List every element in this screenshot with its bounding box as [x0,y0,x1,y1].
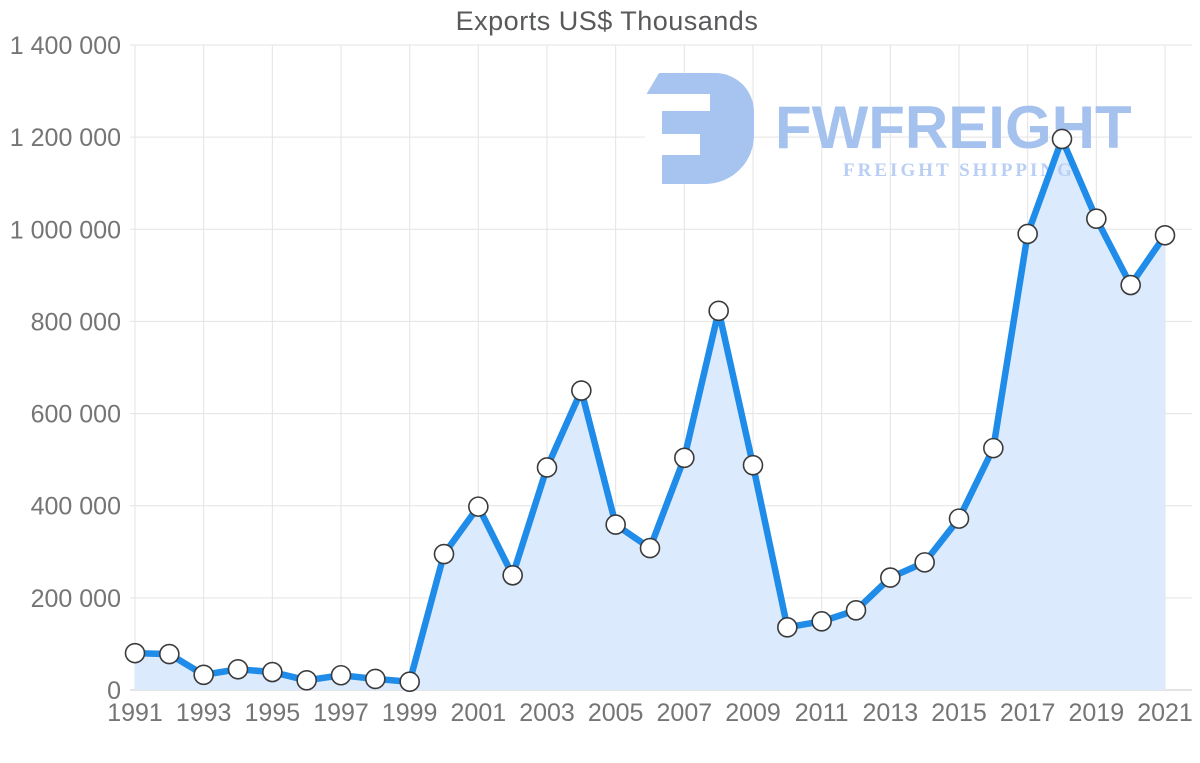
data-point-1996[interactable] [296,670,317,691]
x-tick-label: 1999 [382,699,438,727]
data-point-1998[interactable] [365,668,386,690]
data-point-2019[interactable] [1086,208,1107,229]
data-point-2006[interactable] [639,537,661,559]
y-tick-label: 1 200 000 [10,124,121,152]
y-tick-label: 0 [107,677,121,705]
data-point-2003[interactable] [536,457,558,478]
data-point-2016[interactable] [983,437,1004,459]
data-point-2020[interactable] [1120,274,1141,296]
x-tick-label: 2019 [1069,699,1125,727]
data-point-2000[interactable] [433,543,455,565]
data-point-2014[interactable] [914,552,935,573]
x-tick-label: 2011 [795,699,849,727]
data-point-1999[interactable] [399,671,420,693]
x-tick-label: 1993 [176,699,232,727]
watermark-text: FWFREIGHT FREIGHT SHIPPING [775,72,1143,182]
x-tick-label: 2001 [451,699,507,727]
data-point-1993[interactable] [193,664,214,686]
data-point-2005[interactable] [605,514,626,535]
data-point-1995[interactable] [262,661,283,683]
y-tick-label: 1 400 000 [10,32,121,60]
data-point-2010[interactable] [777,617,798,638]
area-fill [135,138,1165,690]
data-point-1991[interactable] [124,642,146,664]
fwfreight-logo-icon [645,73,754,184]
data-point-2021[interactable] [1154,224,1176,246]
data-point-2007[interactable] [674,447,695,469]
watermark-brand: FWFREIGHT [775,94,1132,161]
data-point-2009[interactable] [742,454,764,476]
x-tick-label: 1995 [245,699,301,727]
y-tick-label: 200 000 [31,585,121,613]
data-point-2018[interactable] [1051,128,1073,150]
x-tick-label: 2015 [931,699,987,727]
chart-title: Exports US$ Thousands [455,6,759,36]
data-point-2015[interactable] [948,508,970,529]
data-point-2013[interactable] [880,567,901,588]
x-tick-label: 2005 [588,699,644,727]
y-tick-label: 1 000 000 [10,216,121,244]
data-point-2008[interactable] [708,300,729,322]
x-tick-label: 2021 [1137,699,1193,727]
y-tick-label: 600 000 [31,401,121,429]
data-point-2012[interactable] [845,599,867,621]
data-point-1997[interactable] [330,664,352,686]
y-tick-label: 800 000 [31,308,121,336]
watermark-tagline: FREIGHT SHIPPING [843,160,1075,181]
watermark: FWFREIGHT FREIGHT SHIPPING [645,72,1143,186]
x-tick-label: 1997 [313,699,369,727]
data-point-2011[interactable] [811,611,832,632]
data-point-1994[interactable] [227,658,249,680]
x-tick-label: 1991 [107,699,163,727]
data-point-1992[interactable] [159,643,180,665]
x-tick-label: 2009 [725,699,781,727]
x-tick-label: 2013 [863,699,919,727]
data-point-2001[interactable] [468,496,489,517]
data-point-2017[interactable] [1017,223,1038,245]
x-tick-label: 2017 [1000,699,1056,727]
data-point-2004[interactable] [571,380,592,401]
x-tick-label: 2003 [519,699,575,727]
y-tick-label: 400 000 [31,493,121,521]
data-point-2002[interactable] [502,564,523,586]
x-tick-label: 2007 [657,699,713,727]
